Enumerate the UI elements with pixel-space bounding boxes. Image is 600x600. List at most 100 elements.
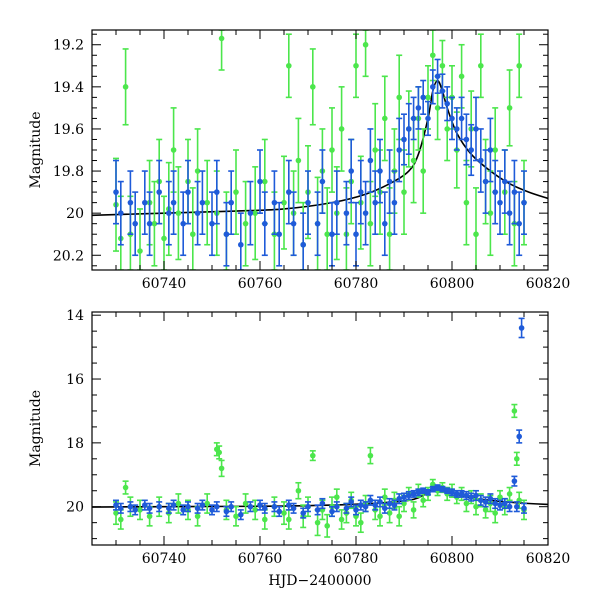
y-tick-label: 14 (66, 308, 84, 324)
top-series-layer (113, 30, 527, 270)
data-point (367, 494, 374, 506)
data-point (511, 475, 518, 487)
data-point (415, 488, 422, 497)
data-point (362, 180, 369, 246)
data-point (285, 159, 292, 225)
data-point (357, 159, 364, 225)
data-point (113, 159, 119, 225)
data-point (444, 86, 451, 122)
data-point (194, 502, 201, 514)
data-point (295, 481, 302, 500)
data-point (518, 317, 525, 339)
data-point (396, 505, 403, 527)
data-point (353, 33, 359, 99)
data-point (233, 149, 239, 236)
data-point (377, 138, 383, 204)
x-tick-label: 60760 (238, 276, 283, 292)
data-point (247, 180, 254, 246)
series-1 (113, 58, 527, 270)
data-point (165, 502, 172, 514)
x-tick-label: 60740 (142, 551, 187, 567)
data-point (506, 180, 513, 246)
data-point (209, 191, 215, 257)
data-point (338, 86, 345, 172)
data-point (357, 512, 364, 534)
data-point (348, 138, 355, 204)
data-point (170, 170, 177, 236)
data-point (401, 492, 407, 502)
data-point (487, 170, 494, 257)
data-point (405, 102, 412, 156)
x-tick-label: 60780 (334, 276, 379, 292)
data-point (242, 180, 249, 267)
data-point (506, 486, 513, 502)
data-point (285, 33, 292, 99)
data-point (477, 33, 484, 99)
data-point (252, 166, 259, 261)
data-point (223, 505, 230, 518)
data-point (185, 501, 191, 513)
data-point (180, 191, 187, 257)
data-point (261, 502, 268, 514)
data-point (506, 501, 513, 513)
data-point (497, 170, 503, 236)
data-point (271, 501, 278, 513)
data-point (223, 201, 230, 267)
data-point (338, 509, 345, 530)
data-point (122, 48, 129, 126)
data-point (295, 117, 302, 204)
data-point (405, 490, 412, 501)
data-point (156, 501, 163, 513)
data-point (396, 117, 403, 183)
data-point (209, 504, 215, 516)
data-point (396, 493, 403, 505)
y-tick-label: 19.2 (53, 38, 84, 54)
data-point (429, 69, 436, 105)
data-point (290, 191, 297, 257)
data-point (381, 191, 388, 257)
x-tick-label: 60760 (238, 551, 283, 567)
data-point (117, 180, 124, 246)
data-point (425, 100, 431, 137)
data-point (141, 499, 148, 511)
data-point (185, 159, 191, 225)
data-point (516, 191, 523, 257)
data-point (410, 501, 417, 519)
y-tick-label: 16 (66, 372, 84, 388)
data-point (458, 489, 465, 498)
data-point (199, 170, 206, 236)
data-point (324, 187, 331, 270)
data-point (377, 496, 383, 508)
data-point (386, 149, 393, 214)
data-point (281, 155, 287, 250)
data-point (458, 96, 465, 141)
x-tick-label: 60820 (526, 551, 571, 567)
data-point (228, 170, 235, 236)
data-point (463, 159, 470, 246)
data-point (439, 485, 446, 493)
data-point (161, 195, 167, 270)
data-point (132, 191, 139, 257)
data-point (281, 501, 287, 526)
data-point (141, 170, 148, 236)
data-point (329, 107, 335, 193)
data-point (353, 201, 359, 267)
data-point (487, 117, 494, 183)
data-point (367, 180, 374, 267)
data-point (521, 502, 527, 514)
data-point (137, 499, 143, 521)
x-tick-label: 60820 (526, 276, 571, 292)
x-tick-label: 60740 (142, 276, 187, 292)
data-point (276, 201, 283, 267)
data-point (276, 505, 283, 518)
data-point (117, 502, 124, 514)
data-point (122, 480, 129, 495)
data-point (175, 166, 182, 261)
data-point (319, 497, 326, 510)
data-point (381, 75, 388, 162)
x-tick-label: 60780 (334, 551, 379, 567)
data-point (305, 170, 311, 236)
data-point (257, 149, 263, 214)
data-point (367, 128, 374, 193)
data-point (213, 159, 220, 225)
